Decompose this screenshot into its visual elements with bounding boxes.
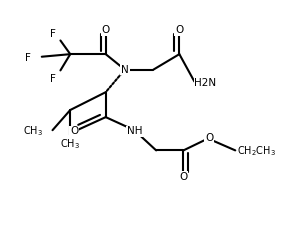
Text: F: F xyxy=(25,53,31,63)
Text: NH: NH xyxy=(127,126,142,136)
Text: H2N: H2N xyxy=(194,78,216,88)
Text: O: O xyxy=(175,25,183,35)
Text: O: O xyxy=(102,25,110,35)
Text: CH$_2$CH$_3$: CH$_2$CH$_3$ xyxy=(237,144,276,158)
Text: O: O xyxy=(205,133,214,143)
Text: N: N xyxy=(121,65,129,75)
Text: CH$_3$: CH$_3$ xyxy=(60,137,80,151)
Text: CH$_3$: CH$_3$ xyxy=(23,124,43,138)
Text: O: O xyxy=(179,172,187,182)
Text: F: F xyxy=(50,74,56,84)
Text: F: F xyxy=(50,29,56,39)
Text: O: O xyxy=(70,126,78,136)
